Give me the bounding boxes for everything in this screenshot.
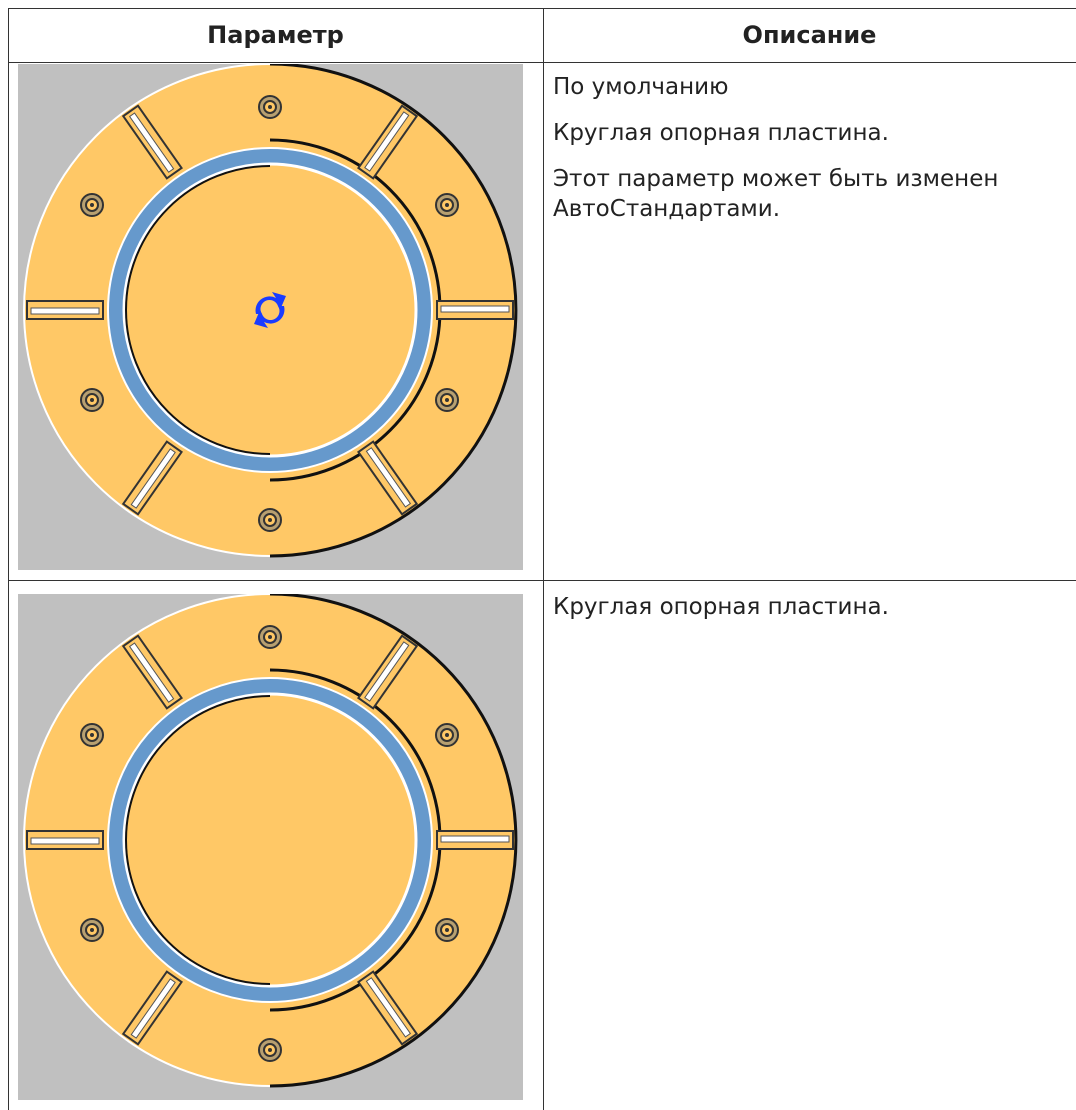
border: [8, 580, 1076, 581]
border: [543, 8, 544, 1110]
plate-image: [18, 594, 523, 1100]
paragraph: По умолчанию: [553, 74, 729, 100]
header-cell: Параметр: [207, 21, 344, 49]
border: [8, 8, 1076, 9]
paragraph: Круглая опорная пластина.: [553, 120, 889, 146]
plate-image: [18, 64, 523, 570]
border: [8, 62, 1076, 63]
description: Круглая опорная пластина.: [553, 592, 1076, 638]
paragraph: Круглая опорная пластина.: [553, 594, 889, 620]
description: По умолчанию Круглая опорная пластина. Э…: [553, 72, 1076, 240]
paragraph: Этот параметр может быть изменен АвтоСта…: [553, 166, 999, 222]
border: [8, 8, 9, 1110]
header-cell: Описание: [742, 21, 877, 49]
